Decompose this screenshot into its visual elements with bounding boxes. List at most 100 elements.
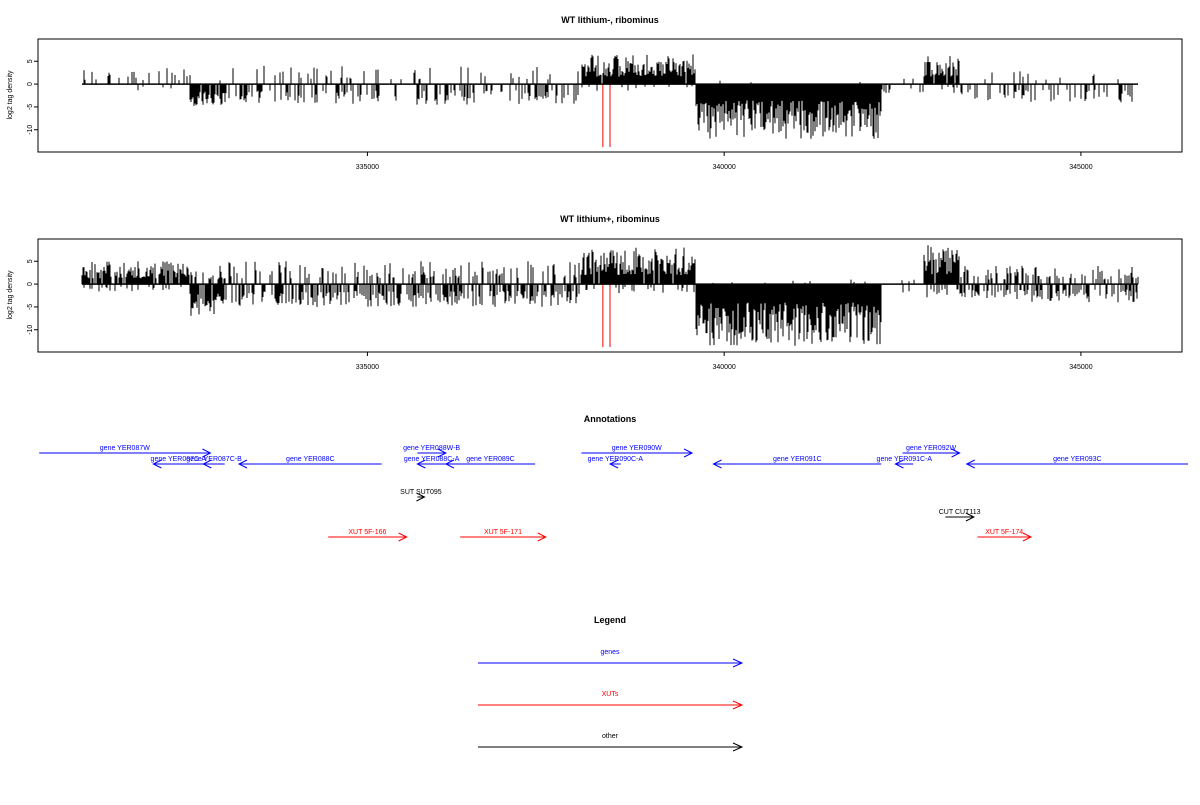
legend-label: other [602, 733, 619, 740]
feature-arrowhead [398, 532, 408, 542]
y-tick-label: -10 [27, 325, 34, 335]
feature-label: gene YER088C [286, 456, 335, 463]
x-tick-label: 335000 [356, 164, 379, 171]
annotation-feature: gene YER088C-A [404, 456, 460, 469]
density-panel-1: WT lithium-, ribominus 5 0 -5 -10 335000 340… [7, 15, 1183, 171]
feature-label: XUT 5F-166 [348, 529, 386, 536]
annotation-feature: gene YER088C [237, 456, 382, 469]
feature-label: gene YER090W [612, 445, 662, 452]
y-tick-label: 5 [27, 259, 34, 263]
feature-label: gene YER087C-B [186, 456, 242, 463]
feature-arrowhead [202, 459, 212, 469]
legend-title: Legend [594, 615, 626, 625]
feature-arrowhead [237, 459, 248, 469]
feature-label: gene YER088C-A [404, 456, 460, 463]
feature-arrowhead [416, 459, 426, 469]
feature-label: gene YER089C [466, 456, 515, 463]
feature-arrowhead [152, 459, 162, 469]
x-tick-label: 340000 [712, 164, 735, 171]
legend: Legend genes XUTs other [478, 615, 744, 752]
panel-1-x-axis: 335000 340000 345000 [356, 152, 1093, 171]
panel-2-y-axis: 5 0 -5 -10 [27, 259, 38, 335]
panel-1-red-markers [602, 84, 611, 147]
feature-arrowhead [437, 448, 448, 458]
x-tick-label: 335000 [356, 364, 379, 371]
legend-arrowhead [732, 742, 744, 752]
feature-arrowhead [416, 492, 426, 502]
annotation-feature: gene YER087C-B [186, 456, 242, 469]
y-tick-label: -5 [27, 304, 34, 310]
legend-item-other: other [478, 733, 744, 752]
annotation-feature: gene YER087C-A [151, 456, 207, 469]
feature-arrowhead [444, 459, 455, 469]
x-tick-label: 340000 [712, 364, 735, 371]
annotation-feature: SUT SUT095 [400, 489, 442, 502]
feature-label: XUT 5F-174 [985, 529, 1023, 536]
annotations-title: Annotations [584, 414, 637, 424]
legend-item-genes: genes [478, 649, 744, 668]
y-tick-label: 5 [27, 59, 34, 63]
annotation-feature: gene YER088W-B [403, 445, 460, 458]
feature-arrowhead [951, 448, 961, 458]
annotation-feature: XUT 5F-166 [328, 529, 408, 542]
annotation-feature: gene YER090C-A [588, 456, 644, 469]
x-tick-label: 345000 [1069, 164, 1092, 171]
panel-1-y-label: log2 tag density [7, 70, 14, 120]
feature-label: gene YER090C-A [588, 456, 644, 463]
feature-arrowhead [965, 512, 976, 522]
feature-label: XUT 5F-171 [484, 529, 522, 536]
feature-label: gene YER091C [773, 456, 822, 463]
panel-1-bars [83, 54, 1133, 139]
feature-label: CUT CUT113 [939, 509, 981, 516]
legend-item-xuts: XUTs [478, 691, 744, 710]
feature-label: gene YER092W [906, 445, 956, 452]
feature-arrowhead [712, 459, 722, 469]
y-tick-label: 0 [27, 282, 34, 286]
feature-arrowhead [683, 448, 694, 458]
feature-arrowhead [202, 448, 212, 458]
feature-arrowhead [608, 459, 619, 469]
annotation-feature: gene YER090W [581, 445, 694, 458]
annotation-feature: gene YER087W [39, 445, 212, 458]
annotation-feature: XUT 5F-171 [460, 529, 547, 542]
feature-arrowhead [1022, 532, 1033, 542]
y-tick-label: -10 [27, 125, 34, 135]
feature-arrowhead [965, 459, 975, 469]
panel-2-x-axis: 335000 340000 345000 [356, 352, 1093, 371]
panel-1-title: WT lithium-, ribominus [561, 15, 659, 25]
annotation-feature: gene YER093C [965, 456, 1188, 469]
legend-label: XUTs [602, 691, 619, 698]
legend-arrowhead [732, 700, 744, 710]
feature-label: gene YER087W [100, 445, 150, 452]
annotation-feature: CUT CUT113 [939, 509, 981, 522]
density-panel-2: WT lithium+, ribominus 5 0 -5 -10 335000 340… [7, 214, 1183, 371]
annotation-feature: gene YER092W [902, 445, 961, 458]
feature-label: SUT SUT095 [400, 489, 442, 496]
legend-label: genes [600, 649, 620, 656]
y-tick-label: -5 [27, 104, 34, 110]
annotation-feature: XUT 5F-174 [977, 529, 1033, 542]
density-bars [83, 54, 1133, 139]
x-tick-label: 345000 [1069, 364, 1092, 371]
feature-label: gene YER088W-B [403, 445, 460, 452]
y-tick-label: 0 [27, 82, 34, 86]
density-bars [81, 245, 1139, 346]
panel-2-title: WT lithium+, ribominus [560, 214, 660, 224]
feature-arrowhead [894, 459, 904, 469]
panel-1-y-axis: 5 0 -5 -10 [27, 59, 38, 135]
legend-items: genes XUTs other [478, 649, 744, 752]
feature-arrowhead [537, 532, 547, 542]
panel-2-frame [37, 238, 1183, 353]
annotation-feature: gene YER091C-A [877, 456, 932, 469]
annotation-feature: gene YER089C [444, 456, 536, 469]
panel-2-red-markers [602, 284, 611, 347]
panel-1-frame [37, 38, 1183, 153]
legend-arrowhead [732, 658, 744, 668]
panel-2-y-label: log2 tag density [7, 270, 14, 320]
feature-label: gene YER093C [1053, 456, 1102, 463]
feature-label: gene YER087C-A [151, 456, 207, 463]
annotation-feature: gene YER091C [712, 456, 882, 469]
